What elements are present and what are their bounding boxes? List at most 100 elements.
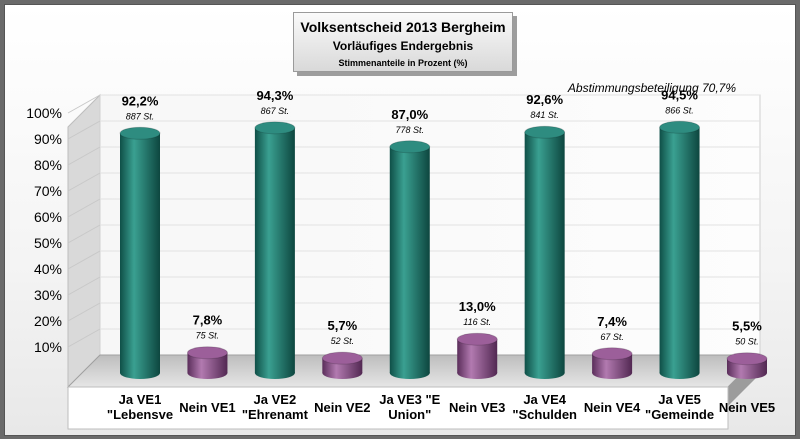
- bar: [119, 126, 161, 379]
- y-tick-label: 20%: [34, 313, 62, 329]
- value-label: 5,7%: [328, 318, 358, 333]
- y-tick-label: 70%: [34, 183, 62, 199]
- gridline-side: [67, 172, 101, 192]
- left-wall: [67, 93, 101, 389]
- bar-base: [187, 367, 228, 379]
- x-tick-label: Ja VE5: [658, 392, 701, 407]
- bar-top: [119, 126, 161, 140]
- y-tick-label: 40%: [34, 261, 62, 277]
- value-label: 92,6%: [526, 92, 563, 107]
- count-label: 867 St.: [261, 106, 290, 116]
- value-label: 7,4%: [597, 314, 627, 329]
- value-label: 94,5%: [661, 87, 698, 102]
- gridline-side: [67, 250, 101, 270]
- y-axis-ticks: 10% 20% 30% 40% 50% 60% 70% 80% 90% 100%: [26, 105, 62, 355]
- chart-subtitle: Vorläufiges Endergebnis: [332, 39, 474, 53]
- x-tick-label: Union": [388, 407, 431, 422]
- x-axis-categories: Ja VE1"Lebensve Nein VE1 Ja VE2"Ehrenamt Ne…: [107, 392, 775, 422]
- y-tick-label: 50%: [34, 235, 62, 251]
- bar: [254, 121, 296, 379]
- count-label: 67 St.: [600, 332, 624, 342]
- chart-note: Stimmenanteile in Prozent (%): [338, 58, 468, 68]
- value-label: 13,0%: [459, 299, 496, 314]
- value-label: 5,5%: [732, 319, 762, 334]
- bar-top: [186, 346, 228, 360]
- grid-lines: [67, 94, 760, 348]
- bar-top: [659, 120, 701, 134]
- bar: [186, 346, 228, 379]
- bar-base: [120, 367, 160, 379]
- bar-top: [389, 140, 431, 154]
- gridline-side: [67, 120, 101, 140]
- bar: [321, 351, 363, 379]
- bar-base: [322, 367, 363, 379]
- bar-top: [524, 125, 566, 139]
- value-label: 92,2%: [122, 93, 159, 108]
- chart-title-box: Volksentscheid 2013 Bergheim Vorläufiges…: [293, 12, 513, 72]
- value-label: 7,8%: [193, 313, 223, 328]
- bar-body: [389, 146, 430, 373]
- y-tick-label: 60%: [34, 209, 62, 225]
- gridline-side: [67, 276, 101, 296]
- value-label: 94,3%: [256, 88, 293, 103]
- y-tick-label: 90%: [34, 131, 62, 147]
- x-tick-label: Ja VE2: [254, 392, 297, 407]
- x-tick-label: "Schulden: [512, 407, 577, 422]
- bar: [524, 125, 566, 379]
- x-tick-label: Ja VE1: [119, 392, 162, 407]
- bar-base: [592, 367, 633, 379]
- bar-base: [524, 367, 565, 379]
- category-strip: [67, 386, 729, 430]
- x-tick-label: Nein VE2: [314, 400, 370, 415]
- bar-body: [659, 127, 700, 373]
- bar-base: [457, 367, 498, 379]
- x-tick-label: "Ehrenamt: [242, 407, 309, 422]
- y-tick-label: 30%: [34, 287, 62, 303]
- count-label: 52 St.: [331, 336, 355, 346]
- bar: [659, 120, 701, 379]
- count-label: 75 St.: [196, 331, 220, 341]
- count-label: 887 St.: [126, 111, 155, 121]
- bar-base: [254, 367, 295, 379]
- value-label: 87,0%: [391, 107, 428, 122]
- x-tick-label: Nein VE4: [584, 400, 641, 415]
- bars: [119, 120, 768, 379]
- bar-body: [254, 127, 295, 373]
- x-tick-label: "Gemeinde: [645, 407, 714, 422]
- bar: [726, 352, 768, 379]
- bar-top: [456, 332, 498, 346]
- gridline-side: [67, 146, 101, 166]
- bar-top: [591, 347, 633, 361]
- gridline-side: [67, 198, 101, 218]
- x-tick-label: "Lebensve: [107, 407, 173, 422]
- bar: [591, 347, 633, 379]
- data-labels: 92,2% 887 St. 7,8% 75 St. 94,3% 867 St. 5,7% 52…: [122, 87, 763, 346]
- chart-title: Volksentscheid 2013 Bergheim: [300, 19, 506, 35]
- bar: [389, 140, 431, 379]
- bar-top: [254, 121, 296, 135]
- y-tick-label: 10%: [34, 339, 62, 355]
- y-tick-label: 80%: [34, 157, 62, 173]
- x-tick-label: Ja VE3 "E: [379, 392, 440, 407]
- count-label: 841 St.: [530, 110, 559, 120]
- bar-body: [524, 132, 565, 373]
- count-label: 116 St.: [463, 317, 491, 327]
- x-tick-label: Nein VE5: [719, 400, 775, 415]
- bar-base: [659, 367, 700, 379]
- count-label: 50 St.: [735, 337, 759, 347]
- x-tick-label: Nein VE3: [449, 400, 505, 415]
- bar-body: [120, 133, 160, 373]
- gridline-side: [67, 302, 101, 322]
- gridline-side: [67, 224, 101, 244]
- bar: [456, 332, 498, 379]
- count-label: 866 St.: [665, 105, 694, 115]
- bar-top: [726, 352, 768, 366]
- gridline-side: [67, 328, 101, 348]
- x-tick-label: Ja VE4: [523, 392, 566, 407]
- bar-top: [321, 351, 363, 365]
- bar-base: [389, 367, 430, 379]
- participation-annotation: Abstimmungsbeteiligung 70,7%: [567, 81, 736, 95]
- bar-base: [727, 367, 767, 379]
- count-label: 778 St.: [396, 125, 425, 135]
